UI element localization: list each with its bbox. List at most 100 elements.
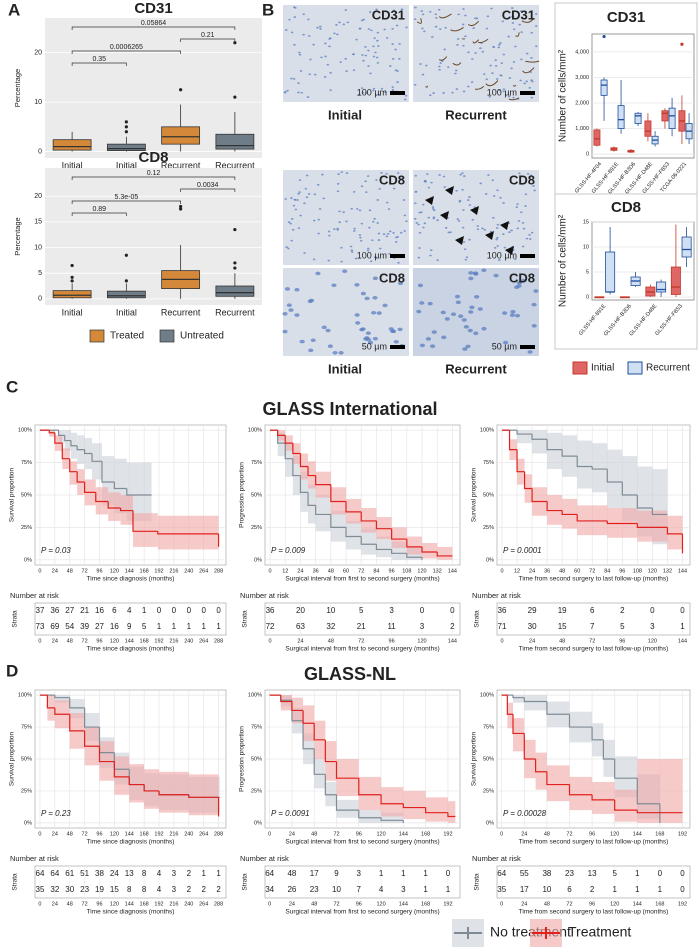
nucleus bbox=[368, 11, 372, 13]
survival-step bbox=[330, 484, 347, 503]
nucleus bbox=[392, 187, 396, 190]
risk-count: 1 bbox=[201, 622, 206, 631]
nucleus bbox=[520, 175, 524, 178]
survival-step bbox=[531, 488, 548, 503]
risk-x-tick-label: 48 bbox=[559, 638, 565, 644]
nucleus bbox=[377, 232, 381, 235]
risk-x-tick-label: 192 bbox=[678, 901, 687, 907]
risk-count: 26 bbox=[287, 885, 296, 894]
nucleus bbox=[474, 17, 477, 20]
nucleus bbox=[297, 192, 300, 195]
risk-count: 1 bbox=[216, 622, 221, 631]
nucleus bbox=[325, 328, 331, 333]
x-tick-label: 216 bbox=[169, 568, 178, 574]
nucleus bbox=[327, 344, 333, 349]
confidence-band bbox=[330, 487, 347, 515]
nucleus bbox=[430, 344, 436, 349]
confidence-band bbox=[188, 774, 219, 816]
risk-x-tick-label: 96 bbox=[356, 901, 362, 907]
nucleus bbox=[290, 218, 294, 220]
chart-title: CD8 bbox=[611, 199, 641, 216]
x-tick-label: 72 bbox=[566, 831, 572, 837]
nucleus bbox=[464, 14, 467, 17]
y-tick-label: 10 bbox=[34, 99, 42, 106]
x-axis-label: Surgical interval from first to second s… bbox=[285, 839, 439, 846]
risk-x-tick-label: 48 bbox=[67, 901, 73, 907]
nucleus bbox=[328, 45, 331, 48]
nucleus bbox=[468, 271, 474, 275]
x-tick-label: Initial bbox=[116, 307, 137, 317]
outlier bbox=[70, 275, 74, 279]
nucleus bbox=[461, 318, 467, 322]
nucleus bbox=[528, 86, 532, 89]
box bbox=[634, 112, 642, 124]
nucleus bbox=[425, 337, 432, 341]
nucleus bbox=[375, 8, 378, 11]
nucleus bbox=[467, 51, 470, 54]
x-tick-label: 96 bbox=[619, 568, 625, 574]
nucleus bbox=[486, 15, 490, 18]
survival-step bbox=[54, 432, 63, 444]
nucleus bbox=[436, 259, 439, 262]
x-tick-label: Initial bbox=[62, 307, 83, 317]
confidence-band bbox=[381, 812, 404, 823]
nucleus bbox=[342, 211, 345, 214]
nucleus bbox=[399, 231, 403, 234]
risk-x-tick-label: 24 bbox=[297, 638, 303, 644]
risk-count: 0 bbox=[172, 606, 177, 615]
survival-step bbox=[292, 458, 301, 477]
x-tick-label: 24 bbox=[297, 568, 303, 574]
confidence-band bbox=[361, 528, 377, 555]
vessel bbox=[521, 18, 534, 23]
nucleus bbox=[429, 249, 433, 252]
risk-count: 32 bbox=[326, 622, 335, 631]
risk-x-axis-label: Time since diagnosis (months) bbox=[87, 646, 175, 653]
nucleus bbox=[350, 251, 354, 253]
nucleus bbox=[524, 10, 527, 13]
nucleus bbox=[455, 300, 461, 305]
survival-step bbox=[292, 443, 301, 455]
risk-table-title: Number at risk bbox=[240, 854, 289, 863]
nucleus bbox=[495, 227, 499, 229]
risk-count: 1 bbox=[423, 869, 428, 878]
risk-count: 0 bbox=[446, 869, 451, 878]
scale-bar bbox=[520, 254, 535, 258]
confidence-band bbox=[336, 759, 359, 797]
nucleus bbox=[298, 53, 302, 56]
nucleus bbox=[284, 198, 288, 200]
nucleus bbox=[423, 222, 427, 225]
risk-count: 0 bbox=[187, 606, 192, 615]
risk-count: 3 bbox=[357, 869, 362, 878]
nucleus bbox=[434, 25, 438, 28]
nucleus bbox=[284, 29, 288, 32]
y-tick-label: 0% bbox=[254, 820, 262, 826]
x-tick-label: 144 bbox=[633, 831, 642, 837]
nucleus bbox=[368, 226, 371, 229]
nucleus bbox=[519, 10, 523, 13]
survival-step bbox=[143, 784, 160, 792]
y-tick-label: 2,000 bbox=[575, 100, 589, 106]
nucleus bbox=[494, 64, 498, 67]
nucleus bbox=[376, 39, 379, 42]
x-tick-label: 48 bbox=[328, 568, 334, 574]
risk-x-tick-label: 0 bbox=[500, 638, 503, 644]
nucleus bbox=[511, 22, 515, 24]
x-tick-label: Initial bbox=[62, 160, 83, 170]
risk-count: 48 bbox=[287, 869, 296, 878]
risk-count: 1 bbox=[142, 606, 147, 615]
risk-x-tick-label: 72 bbox=[566, 901, 572, 907]
nucleus bbox=[365, 337, 372, 342]
nucleus bbox=[534, 13, 538, 15]
survival-step bbox=[315, 475, 331, 486]
vessel bbox=[472, 39, 480, 44]
panel-label: B bbox=[262, 0, 274, 19]
nucleus bbox=[484, 193, 488, 195]
confidence-band bbox=[447, 801, 456, 823]
x-tick-label: Initial bbox=[116, 160, 137, 170]
arrowhead bbox=[500, 221, 509, 230]
risk-x-axis-label: Time from second surgery to last follow-… bbox=[519, 646, 669, 653]
risk-count: 0 bbox=[650, 606, 655, 615]
survival-step bbox=[561, 510, 578, 516]
box bbox=[106, 290, 146, 299]
nucleus bbox=[432, 92, 435, 94]
